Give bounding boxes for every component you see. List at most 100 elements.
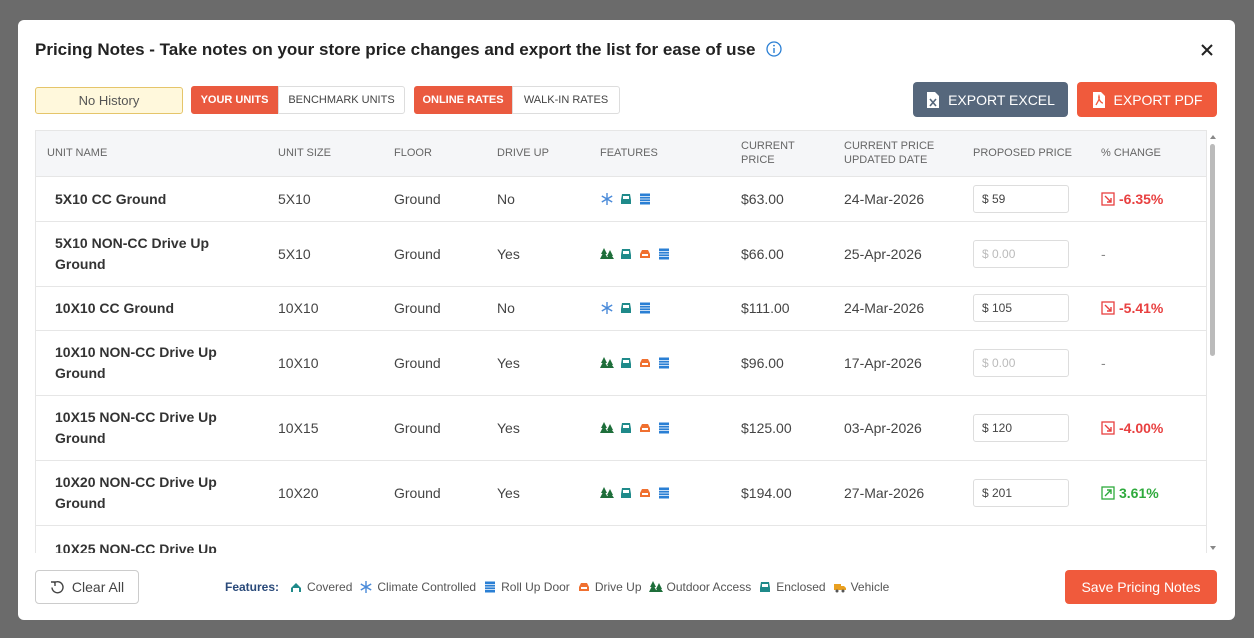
legend-item: Outdoor Access [648,580,751,594]
cell-text: 17-Apr-2026 [844,354,922,371]
change-text: 3.61% [1119,484,1159,501]
proposed-cell: $ 120 [973,395,1093,460]
change-cell: -4.00% [1101,395,1201,460]
price-input[interactable]: $ 201 [973,478,1069,507]
modal: Pricing Notes - Take notes on your store… [18,20,1235,620]
feature-icon [600,486,614,498]
change-cell: - [1101,330,1201,395]
change-cell: - [1101,221,1201,286]
unit-name: 5X10 CC Ground [55,190,167,207]
legend-icon [648,581,663,592]
feature-icon [659,357,669,368]
export-excel-button[interactable]: EXPORT EXCEL [913,82,1068,117]
unit-name: 10X10 CC Ground [55,299,175,316]
feature-icon [640,193,650,205]
price-input[interactable]: $ 59 [973,185,1069,213]
cell-text: $125.00 [741,419,792,436]
feature-icon [601,302,613,314]
scrollbar[interactable] [1208,132,1218,553]
table-header [36,131,1206,177]
unit-name: 10X15 NON-CC Drive Up Ground [55,408,217,446]
cell-text: 10X20 [278,484,319,501]
unit-name: 10X10 NON-CC Drive Up Ground [55,343,217,381]
features-cell [600,286,730,330]
cell-text: 5X10 [278,191,311,207]
table-row: 10X10 CC Ground 10X10 Ground No $111.00 24-Ma… [36,286,1206,330]
legend-item: Climate Controlled [359,580,476,594]
cell-text: 10X15 [278,419,319,436]
feature-icon [601,193,613,205]
cell-text: Yes [497,245,520,262]
button-label: Clear All [71,579,125,595]
change-text: - [1101,245,1106,262]
cell-text: $66.00 [741,245,784,262]
cell-text: Ground [394,191,441,207]
legend-text: Enclosed [776,580,826,594]
reset-icon [50,581,64,594]
unit-name: 10X25 NON-CC Drive Up [55,541,217,553]
toggle[interactable]: ONLINE RATES [414,86,512,114]
legend-label: Features: [225,580,280,594]
cell-text: 5X10 [278,245,311,262]
feature-icon [640,358,650,367]
history-badge: No History [35,87,183,114]
button-label: EXPORT EXCEL [948,91,1055,108]
column-header: % CHANGE [1101,147,1161,159]
feature-icon [621,357,631,368]
legend-item: Vehicle [833,580,889,594]
cell-text: 10X10 [278,354,319,371]
toggle[interactable]: YOUR UNITS [191,86,278,114]
cell-text: Ground [394,300,441,316]
proposed-cell: $ 0.00 [973,330,1093,395]
features-legend: Features: Covered Climate Controlled Roll … [225,578,896,596]
cell-text: 24-Mar-2026 [844,300,925,316]
cell-text: 03-Apr-2026 [844,419,922,436]
table-row: 5X10 CC Ground 5X10 Ground No $63.00 24-Mar-2… [36,177,1206,221]
export-pdf-button[interactable]: EXPORT PDF [1077,82,1217,117]
feature-icon [621,422,631,433]
column-header: CURRENT PRICE UPDATED DATE [844,140,935,166]
change-text: -4.00% [1119,419,1164,436]
column-header: UNIT NAME [47,147,108,159]
cell-text: Ground [394,245,441,262]
close-icon[interactable] [1200,43,1214,57]
cell-text: Ground [394,419,441,436]
legend-icon [578,583,589,591]
toggle[interactable]: BENCHMARK UNITS [278,86,405,114]
pdf-icon [1092,91,1105,108]
feature-icon [640,423,650,432]
scrollbar-art [1210,135,1216,550]
trend-icon [1101,192,1115,206]
cell-text: 27-Mar-2026 [844,484,925,501]
feature-icon [640,488,650,497]
features-cell [600,395,730,460]
cell-text: Ground [394,484,441,501]
legend-item: Roll Up Door [483,580,570,594]
price-input[interactable]: $ 0.00 [973,239,1069,268]
cell-text: Yes [497,419,520,436]
feature-icon [640,249,650,258]
feature-icon [621,194,631,204]
table-row: 10X10 NON-CC Drive Up Ground 10X10 Ground Y… [36,330,1206,395]
toggle[interactable]: WALK-IN RATES [512,86,620,114]
save-button[interactable]: Save Pricing Notes [1065,570,1217,604]
features-cell [600,221,730,286]
feature-icon [621,487,631,498]
legend-text: Roll Up Door [501,580,570,594]
title-text: Pricing Notes - Take notes on your store… [35,40,756,59]
feature-icon [659,248,669,259]
cell-text: Ground [394,354,441,371]
cell-text: 10X10 [278,300,319,316]
table: UNIT NAME UNIT SIZE FLOOR DRIVE UP FEATURES C… [35,130,1207,553]
info-icon[interactable] [766,41,782,57]
legend-icon [291,583,302,592]
row-divider [36,221,1206,222]
change-cell: -5.41% [1101,286,1201,330]
cell-text: No [497,300,515,316]
price-input[interactable]: $ 105 [973,294,1069,322]
price-input[interactable]: $ 120 [973,413,1069,442]
trend-icon [1101,420,1115,435]
price-input[interactable]: $ 0.00 [973,348,1069,377]
clear-all-button[interactable]: Clear All [35,570,139,604]
